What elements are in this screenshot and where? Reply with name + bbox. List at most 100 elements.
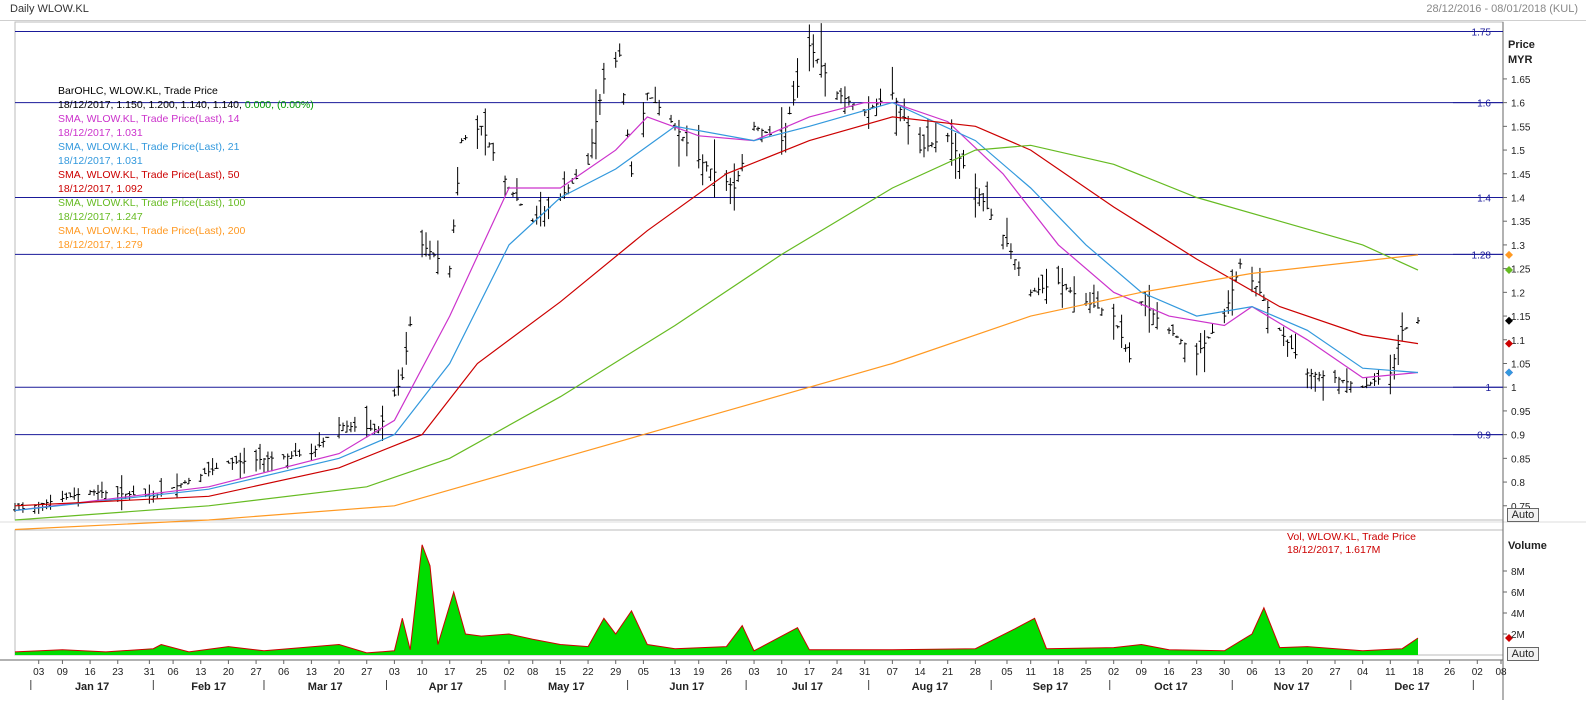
ohlc-bar (261, 457, 266, 473)
ohlc-bar (171, 487, 176, 489)
day-tick-label: 26 (721, 667, 733, 678)
day-tick-label: 08 (1495, 667, 1507, 678)
day-tick-label: 20 (1302, 667, 1314, 678)
ohlc-bar (1178, 338, 1183, 345)
ohlc-bar (787, 106, 792, 115)
ohlc-bars (13, 23, 1421, 514)
ohlc-bar (309, 443, 314, 461)
day-tick-label: 17 (444, 667, 456, 678)
day-tick-label: 16 (1163, 667, 1175, 678)
price-tick-label: 1 (1511, 383, 1517, 394)
ohlc-bar (1234, 271, 1239, 283)
ohlc-legend-title: BarOHLC, WLOW.KL, Trade Price (58, 85, 218, 97)
day-tick-label: 10 (776, 667, 788, 678)
horizontal-level-label: 1.28 (1472, 250, 1492, 261)
day-tick-label: 07 (887, 667, 899, 678)
last-price-marker (1505, 316, 1513, 325)
ohlc-bar (838, 87, 843, 104)
ohlc-bar (1309, 368, 1314, 390)
month-label: Jun 17 (669, 681, 704, 693)
ohlc-bar (929, 142, 934, 148)
ohlc-bar (1095, 291, 1100, 309)
ohlc-bar (424, 232, 429, 257)
ohlc-bar (815, 58, 820, 64)
ohlc-bar (740, 154, 745, 172)
ohlc-bar (68, 492, 73, 498)
ohlc-bar (791, 80, 796, 106)
price-tick-label: 1.3 (1511, 241, 1525, 252)
ohlc-bar (514, 178, 519, 202)
price-tick-label: 0.8 (1511, 478, 1525, 489)
month-label: Oct 17 (1154, 681, 1188, 693)
ohlc-bar (293, 442, 298, 457)
sma200-line (14, 254, 1419, 531)
ohlc-bar (1340, 379, 1345, 384)
day-tick-label: 29 (610, 667, 622, 678)
price-auto-button[interactable]: Auto (1507, 508, 1539, 522)
month-label: Aug 17 (912, 681, 949, 693)
sma200-legend-title: SMA, WLOW.KL, Trade Price(Last), 200 (58, 225, 246, 237)
ohlc-bar (835, 91, 840, 100)
ohlc-bar (1119, 314, 1124, 348)
month-label: Jul 17 (792, 681, 823, 693)
ohlc-bar (669, 114, 674, 123)
ohlc-bar (431, 252, 436, 258)
ohlc-bar (708, 168, 713, 181)
ohlc-bar (95, 484, 100, 502)
ohlc-bar (210, 458, 215, 476)
sma21-line (14, 101, 1419, 512)
ohlc-bar (601, 62, 606, 94)
ohlc-bar (242, 447, 247, 474)
ohlc-bar (281, 454, 286, 460)
ohlc-bar (593, 89, 598, 160)
day-tick-label: 13 (195, 667, 207, 678)
ohlc-bar (807, 24, 812, 72)
horizontal-level-label: 1.4 (1477, 193, 1491, 204)
price-tick-label: 0.95 (1511, 407, 1531, 418)
ohlc-bar (902, 98, 907, 122)
ohlc-bar (700, 154, 705, 186)
ohlc-bar (48, 494, 53, 510)
price-tick-label: 0.85 (1511, 454, 1531, 465)
ohlc-bar (1344, 368, 1349, 393)
month-label: Sep 17 (1033, 681, 1068, 693)
ohlc-bar (131, 485, 136, 496)
price-legend: BarOHLC, WLOW.KL, Trade Price 18/12/2017… (58, 84, 314, 252)
price-axis-unit: MYR (1508, 54, 1533, 66)
ohlc-bar (684, 125, 689, 157)
volume-legend-title: Vol, WLOW.KL, Trade Price (1287, 531, 1416, 543)
ohlc-bar (696, 124, 701, 169)
ohlc-bar (487, 142, 492, 148)
volume-auto-button[interactable]: Auto (1507, 647, 1539, 661)
day-tick-label: 27 (1329, 667, 1341, 678)
volume-tick-label: 4M (1511, 609, 1525, 620)
day-tick-label: 06 (168, 667, 180, 678)
ohlc-bar (590, 128, 595, 159)
sma50-legend-title: SMA, WLOW.KL, Trade Price(Last), 50 (58, 169, 240, 181)
day-tick-label: 24 (831, 667, 843, 678)
ohlc-bar (1253, 286, 1258, 297)
ohlc-bar (1008, 243, 1013, 260)
ohlc-bar (435, 240, 440, 275)
ohlc-bar (32, 504, 37, 514)
ohlc-bar (313, 445, 318, 458)
ohlc-bar (479, 125, 484, 136)
ohlc-bar (1277, 327, 1282, 331)
ohlc-bar (1368, 381, 1373, 386)
ohlc-bar (119, 475, 124, 511)
day-tick-label: 31 (859, 667, 871, 678)
price-tick-label: 1.55 (1511, 122, 1531, 133)
day-tick-label: 03 (33, 667, 45, 678)
sma100-line (14, 144, 1419, 521)
ohlc-bar (447, 265, 452, 278)
day-tick-label: 06 (1246, 667, 1258, 678)
sma100-legend-title: SMA, WLOW.KL, Trade Price(Last), 100 (58, 197, 246, 209)
day-tick-label: 25 (1080, 667, 1092, 678)
ohlc-bar (842, 86, 847, 114)
ohlc-bar (1016, 261, 1021, 276)
ohlc-bar (285, 453, 290, 469)
ohlc-bar (961, 149, 966, 169)
ohlc-bar (625, 129, 630, 138)
ohlc-bar (1028, 289, 1033, 297)
